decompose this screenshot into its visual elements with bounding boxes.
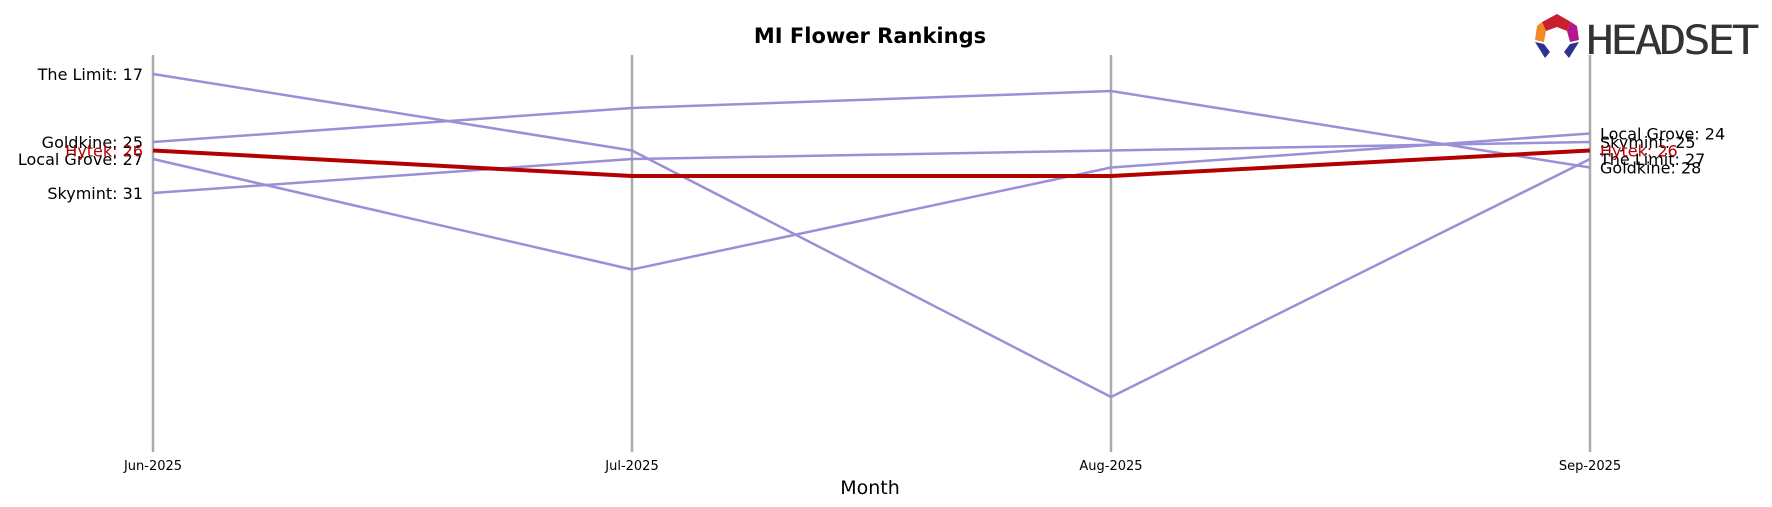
series-line-hytek [152,148,1591,178]
series-line-local-grove [152,132,1591,271]
series-start-label: Local Grove: 27 [18,150,143,169]
series-labels: The Limit: 17 The Limit: 27 Goldkine: 25 Go… [18,65,1725,203]
x-axis-label: Month [840,477,900,499]
series-line-the-limit [152,72,1591,399]
x-tick-label: Sep-2025 [1559,459,1621,474]
x-tick-label: Aug-2025 [1079,459,1142,474]
chart-title: MI Flower Rankings [754,24,986,48]
series-line-goldkine [152,89,1591,169]
series-start-label: Skymint: 31 [47,184,143,203]
x-tick-labels: Jun-2025 Jul-2025 Aug-2025 Sep-2025 [123,459,1621,474]
series-start-label: The Limit: 17 [37,65,143,84]
headset-logo-mark-icon [1535,14,1579,58]
x-tick-label: Jun-2025 [123,459,182,474]
series-start-label: Goldkine: 25 [42,133,143,152]
series-lines [152,72,1591,399]
series-end-label: Skymint: 25 [1600,133,1696,152]
series-end-label: The Limit: 27 [1599,150,1705,169]
series-start-label: Hytek: 26 [65,142,143,161]
x-tick-label: Jul-2025 [604,459,658,474]
gridlines [151,55,1592,452]
series-end-label: Goldkine: 28 [1600,159,1701,178]
series-end-label: Local Grove: 24 [1600,125,1725,144]
headset-logo: HEADSET [1535,14,1762,64]
series-line-skymint [152,140,1591,195]
headset-logo-text: HEADSET [1586,18,1759,64]
series-end-label: Hytek: 26 [1600,142,1678,161]
